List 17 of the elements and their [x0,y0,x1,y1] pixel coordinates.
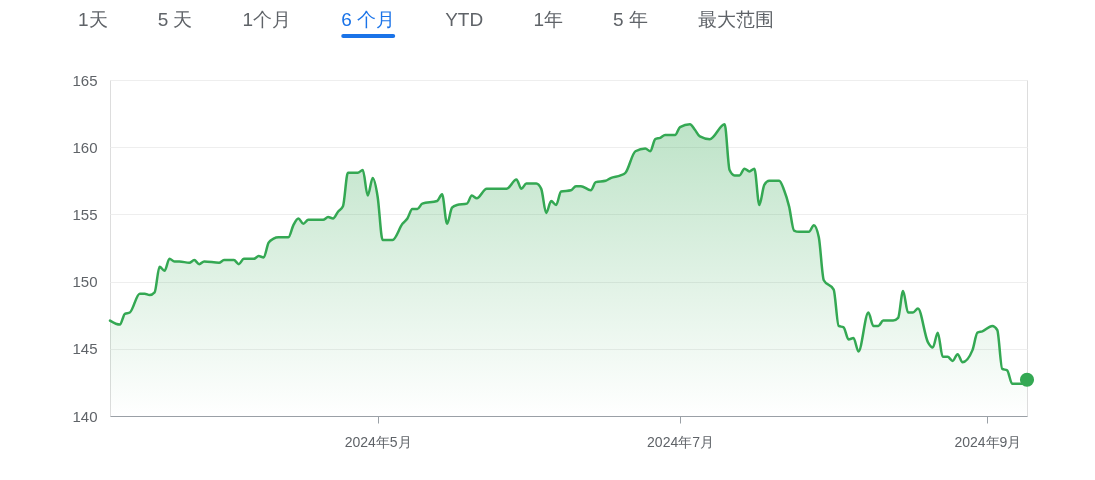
text: 5 年 [613,9,648,30]
text: 6 个月 [341,9,396,30]
x-tick-label: 2024年5月 [344,433,412,450]
text: YTD [445,9,484,30]
y-tick-label: 155 [72,205,98,223]
y-tick-label: 145 [72,340,98,358]
y-tick-label: 160 [72,138,98,156]
x-tick-label: 2024年7月 [647,433,714,450]
text: 1天 [78,9,108,30]
y-tick-label: 140 [72,407,98,425]
text: 1个月 [242,9,292,30]
text: 1年 [533,9,563,30]
text: 5 天 [157,9,193,30]
y-tick-label: 150 [72,273,98,291]
y-tick-label: 165 [72,71,98,89]
x-tick-label: 2024年9月 [954,433,1022,450]
text: 最大范围 [697,9,774,30]
